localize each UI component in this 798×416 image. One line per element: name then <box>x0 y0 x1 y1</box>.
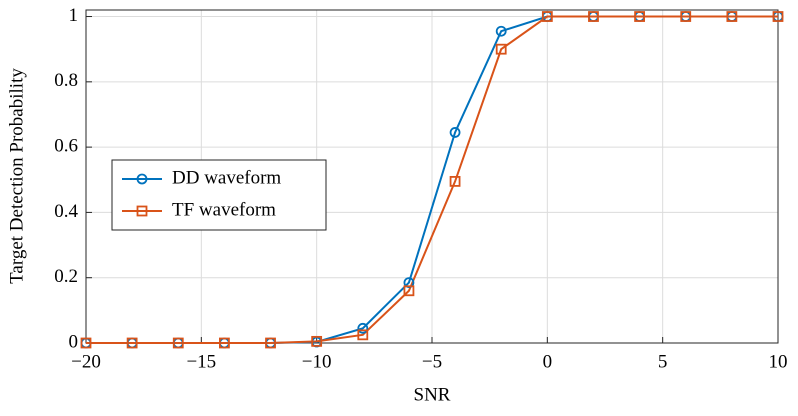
x-tick-label: −5 <box>422 351 442 372</box>
x-tick-label: −10 <box>302 351 332 372</box>
legend-label: DD waveform <box>172 167 281 188</box>
x-tick-label: 5 <box>658 351 668 372</box>
marker <box>172 337 184 349</box>
marker <box>449 127 461 138</box>
x-tick-label: 0 <box>543 351 553 372</box>
marker <box>126 337 138 349</box>
y-tick-label: 1 <box>69 5 79 26</box>
y-tick-label: 0 <box>69 331 79 352</box>
y-axis-label: Target Detection Probability <box>6 68 27 284</box>
y-tick-label: 0.6 <box>54 135 78 156</box>
y-tick-label: 0.4 <box>54 201 78 222</box>
legend-label: TF waveform <box>172 199 276 220</box>
marker <box>772 11 784 22</box>
marker <box>449 175 461 187</box>
data-line <box>86 15 778 344</box>
marker <box>588 11 599 22</box>
marker <box>634 11 645 22</box>
marker <box>311 335 323 347</box>
marker <box>403 285 415 297</box>
y-tick-label: 0.2 <box>54 266 78 287</box>
marker <box>136 173 148 185</box>
x-axis-label: SNR <box>414 384 451 405</box>
marker <box>495 25 507 37</box>
legend-box <box>111 159 327 231</box>
x-tick-label: 10 <box>769 351 788 372</box>
x-tick-label: −20 <box>71 351 101 372</box>
marker <box>541 11 553 22</box>
marker <box>495 43 507 55</box>
marker <box>218 337 230 349</box>
marker <box>80 337 92 349</box>
y-tick-label: 0.8 <box>54 70 78 91</box>
marker <box>357 322 369 334</box>
plot-frame <box>85 9 779 344</box>
marker <box>680 11 692 22</box>
marker <box>357 329 369 341</box>
marker <box>265 337 276 349</box>
marker <box>726 11 738 22</box>
x-tick-label: −15 <box>186 351 216 372</box>
marker <box>136 205 148 217</box>
